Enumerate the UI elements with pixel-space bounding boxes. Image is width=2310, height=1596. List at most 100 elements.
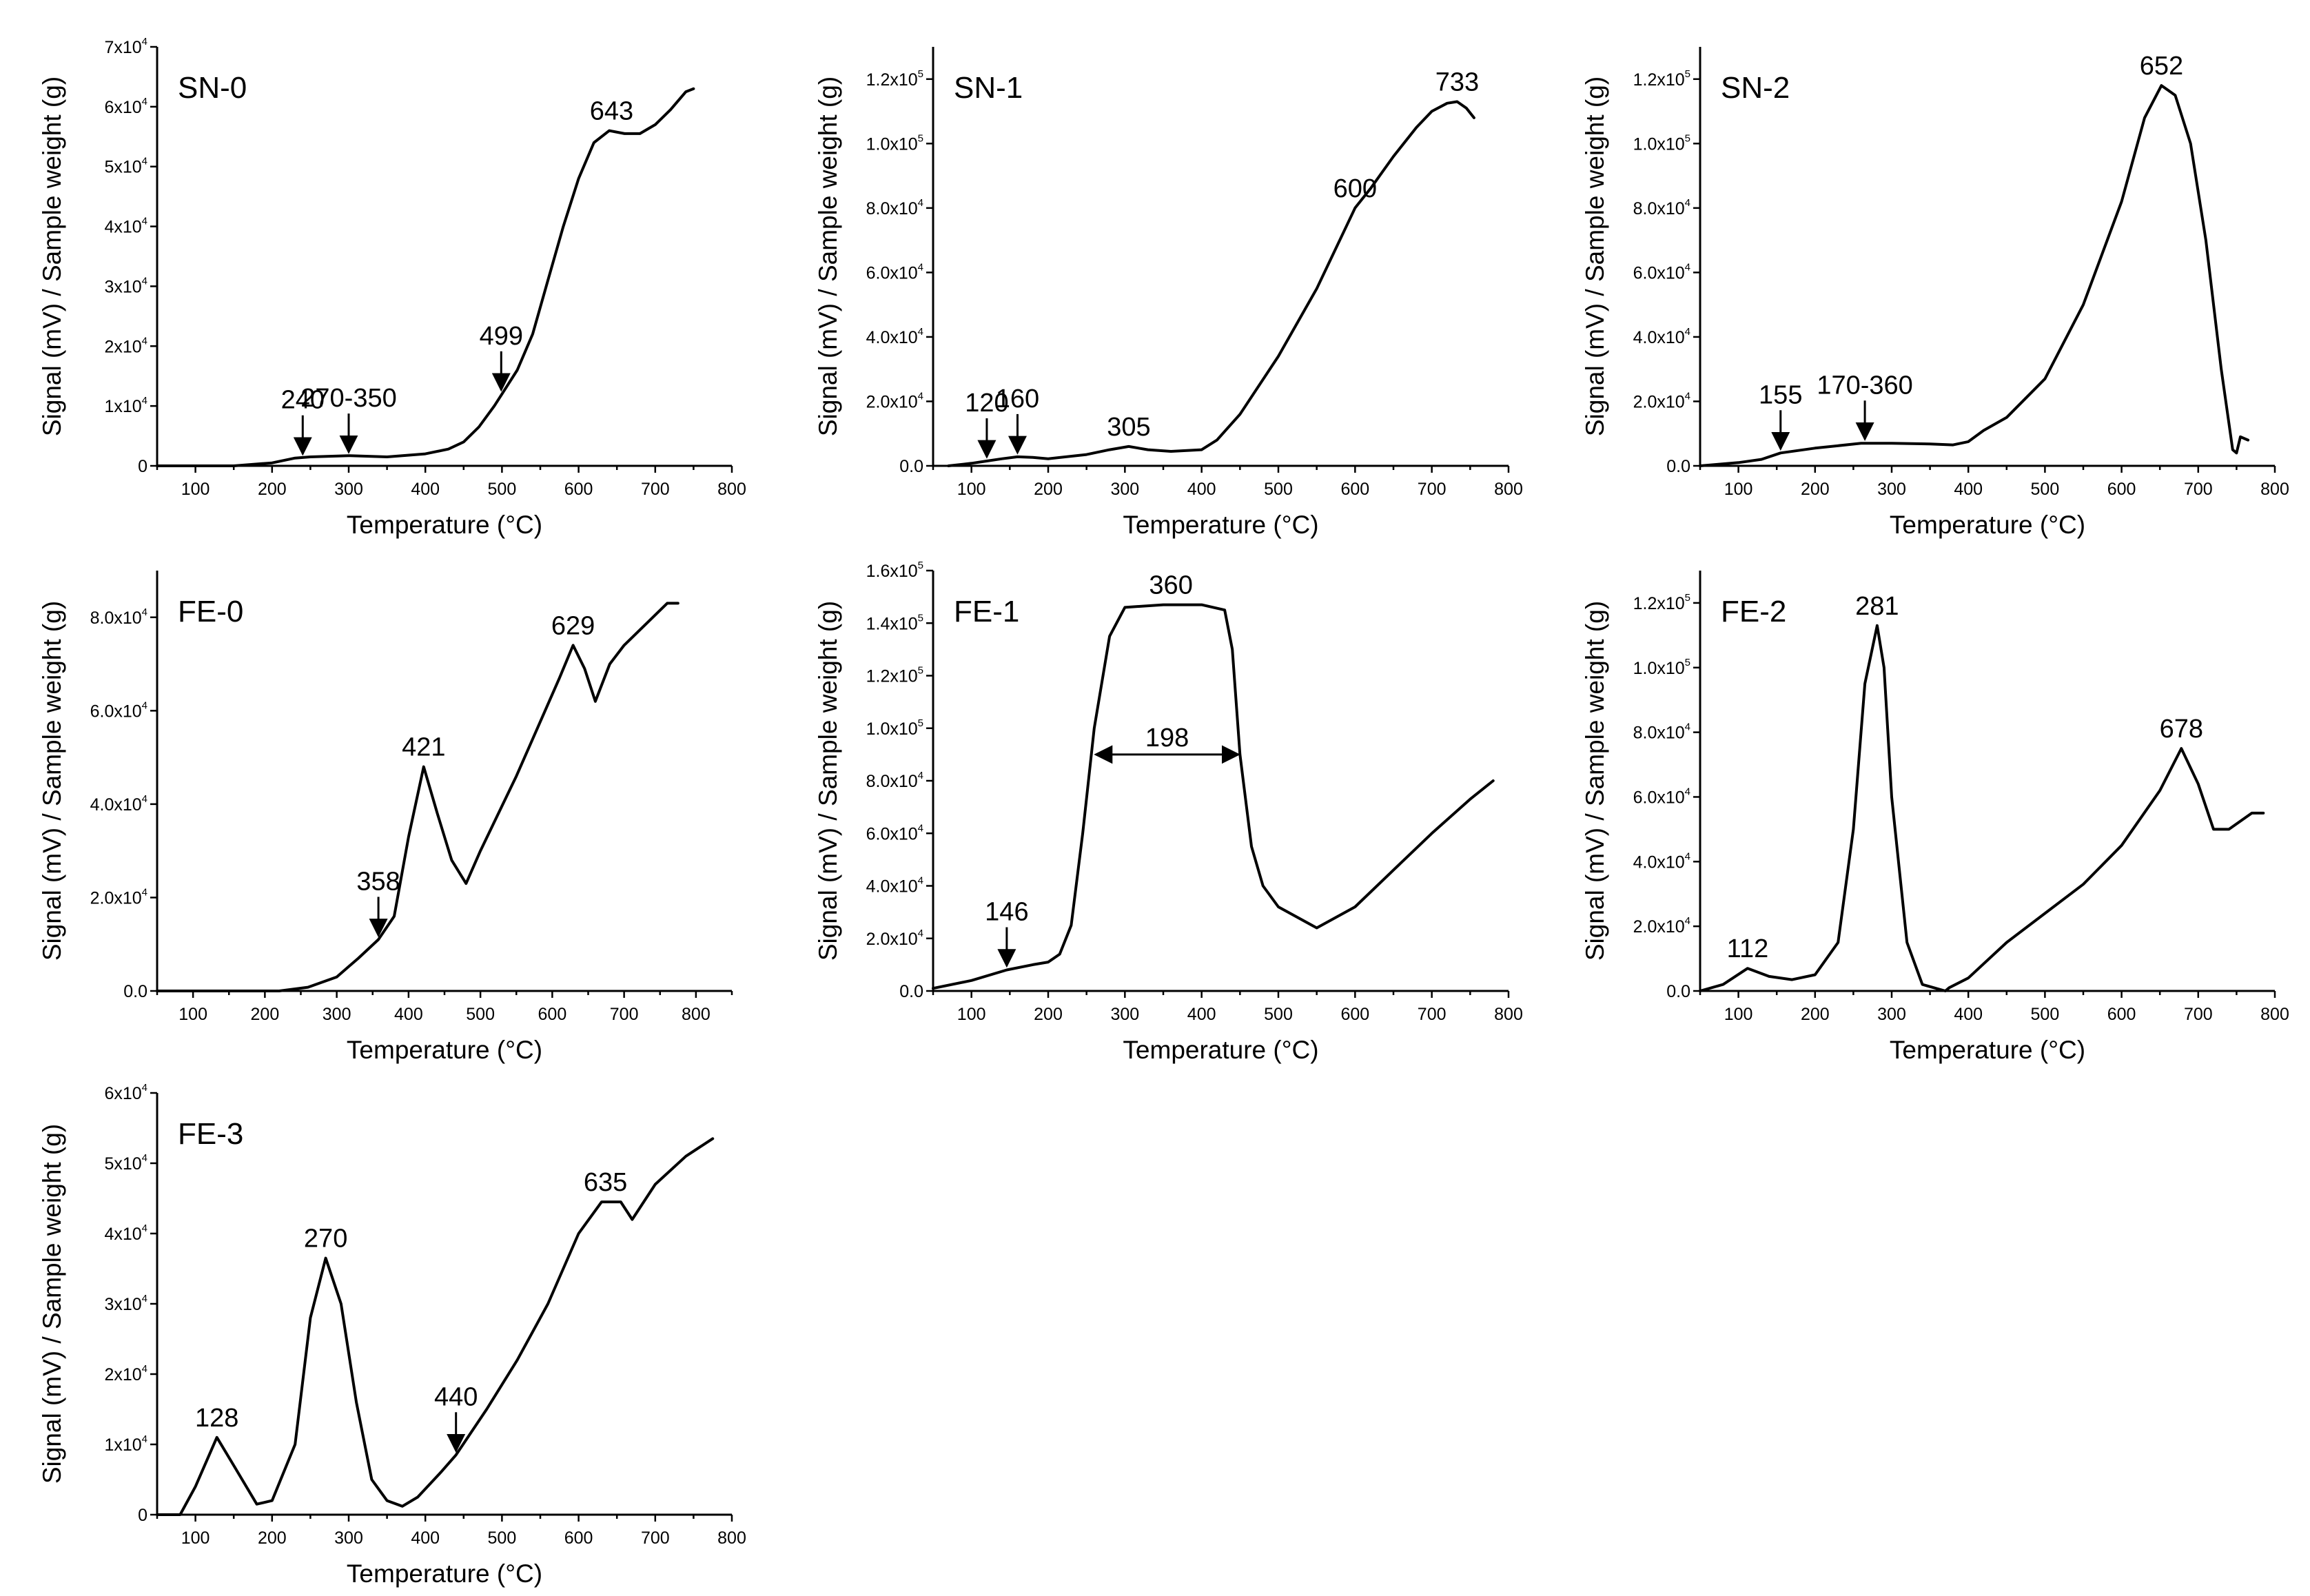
chart-panel-fe-0: 100 200 300 400 500 600 700 800 0.0 2.0x104 4.0x10… (38, 571, 733, 1064)
x-tick-label: 600 (1340, 480, 1369, 499)
x-tick-label: 400 (1954, 480, 1983, 499)
x-axis-label: Temperature (°C) (347, 1559, 542, 1588)
y-tick-label: 6.0x104 (90, 699, 147, 721)
y-tick-label: 1.2x105 (866, 68, 923, 90)
axis-lines (1699, 571, 2275, 992)
annotation-label: 440 (434, 1382, 478, 1411)
series-line (947, 100, 1475, 467)
panel-label: FE-2 (1721, 595, 1786, 628)
y-tick-label: 1.4x105 (866, 612, 923, 633)
y-axis-label: Signal (mV) / Sample weight (g) (38, 1124, 66, 1484)
y-tick-label: 4.0x104 (866, 326, 923, 347)
annotation-label: 270-350 (300, 384, 396, 413)
chart-panel-sn-0: 100 200 300 400 500 600 700 800 0 1x104 2x104 3x104… (38, 36, 746, 539)
x-axis-label: Temperature (°C) (1890, 1036, 2085, 1064)
y-tick-label: 4.0x104 (866, 875, 923, 897)
y-tick-label: 2x104 (104, 335, 147, 356)
annotation-label: 600 (1333, 174, 1377, 203)
y-tick-label: 3x104 (104, 275, 147, 296)
panel-label: FE-0 (178, 595, 243, 628)
x-tick-label: 500 (2031, 1005, 2060, 1024)
x-tick-label: 400 (411, 480, 440, 499)
x-tick-label: 600 (2107, 480, 2136, 499)
y-tick-label: 1.0x105 (1633, 132, 1690, 154)
x-tick-label: 500 (488, 1528, 517, 1548)
y-tick-label: 6.0x104 (866, 822, 923, 843)
axis-lines (156, 47, 732, 467)
x-tick-label: 800 (717, 1528, 746, 1548)
series-line (1699, 624, 2265, 992)
y-axis-label: Signal (mV) / Sample weight (g) (814, 601, 842, 961)
annotation-label: 305 (1107, 413, 1150, 442)
x-tick-label: 500 (466, 1005, 495, 1024)
series-line (156, 1137, 715, 1516)
annotation-label: 155 (1759, 380, 1802, 409)
x-tick-label: 500 (1264, 480, 1293, 499)
y-tick-label: 0.0 (123, 982, 147, 1001)
x-tick-label: 200 (251, 1005, 280, 1024)
panel-label: SN-1 (954, 71, 1023, 105)
annotation-label: 733 (1435, 68, 1479, 97)
y-tick-label: 1.2x105 (1633, 592, 1690, 613)
chart-panel-sn-1: 100 200 300 400 500 600 700 800 0.0 2.0x104 4.0x10… (814, 47, 1523, 539)
y-tick-label: 5x104 (104, 156, 147, 177)
series-line (156, 602, 679, 992)
x-tick-label: 200 (1801, 1005, 1830, 1024)
annotation-label: 128 (195, 1404, 238, 1433)
x-tick-label: 800 (717, 480, 746, 499)
x-axis-label: Temperature (°C) (347, 511, 542, 539)
annotation-label: 240 (281, 386, 325, 415)
axis-lines (932, 571, 1509, 992)
y-tick-label: 8.0x104 (90, 606, 147, 628)
series-line (1699, 84, 2250, 467)
x-tick-label: 400 (1187, 1005, 1216, 1024)
x-tick-label: 700 (2184, 480, 2213, 499)
x-tick-label: 400 (1187, 480, 1216, 499)
y-tick-label: 8.0x104 (1633, 722, 1690, 743)
annotation-label: 358 (356, 867, 400, 896)
x-tick-label: 300 (334, 480, 363, 499)
panel-label: FE-1 (954, 595, 1019, 628)
annotation-label: 170-360 (1817, 371, 1912, 400)
x-tick-label: 700 (1418, 1005, 1447, 1024)
y-tick-label: 4x104 (104, 216, 147, 237)
panel-label: SN-0 (178, 71, 247, 105)
annotation-label: 112 (1727, 934, 1769, 963)
annotation-label: 652 (2140, 52, 2183, 81)
y-tick-label: 3x104 (104, 1293, 147, 1314)
x-tick-label: 100 (1724, 480, 1753, 499)
y-tick-label: 6x104 (104, 96, 147, 117)
y-tick-label: 1.6x105 (866, 560, 923, 581)
annotation-label: 360 (1149, 571, 1192, 600)
x-tick-label: 600 (564, 1528, 593, 1548)
chart-panel-fe-3: 100 200 300 400 500 600 700 800 0 1x104 2x104 3x104… (38, 1082, 746, 1588)
x-tick-label: 800 (2260, 1005, 2289, 1024)
annotation-label: 421 (402, 733, 445, 762)
y-tick-label: 1.2x105 (1633, 68, 1690, 90)
annotation-label: 270 (304, 1225, 347, 1254)
x-tick-label: 700 (641, 1528, 670, 1548)
x-tick-label: 100 (178, 1005, 207, 1024)
y-tick-label: 2.0x104 (90, 886, 147, 908)
y-tick-label: 8.0x104 (1633, 197, 1690, 218)
y-tick-label: 6x104 (104, 1082, 147, 1103)
annotation-label: 635 (584, 1168, 627, 1197)
y-tick-label: 4.0x104 (1633, 850, 1690, 872)
y-tick-label: 0 (138, 457, 147, 476)
x-tick-label: 200 (1034, 1005, 1063, 1024)
x-tick-label: 100 (181, 480, 210, 499)
x-tick-label: 400 (1954, 1005, 1983, 1024)
y-tick-label: 1.0x105 (866, 717, 923, 739)
y-tick-label: 1.2x105 (866, 665, 923, 686)
x-tick-label: 800 (1494, 480, 1523, 499)
x-tick-label: 800 (682, 1005, 711, 1024)
annotation-label: 629 (551, 611, 595, 640)
x-tick-label: 800 (2260, 480, 2289, 499)
axis-lines (156, 1093, 732, 1516)
chart-panel-fe-2: 100 200 300 400 500 600 700 800 0.0 2.0x104 4.0x10… (1581, 571, 2289, 1064)
y-tick-label: 0 (138, 1506, 147, 1525)
chart-panel-fe-1: 100 200 300 400 500 600 700 800 0.0 2.0x104 4.0x10… (814, 560, 1523, 1064)
x-tick-label: 100 (957, 1005, 986, 1024)
y-tick-label: 6.0x104 (1633, 261, 1690, 283)
x-tick-label: 200 (258, 480, 287, 499)
